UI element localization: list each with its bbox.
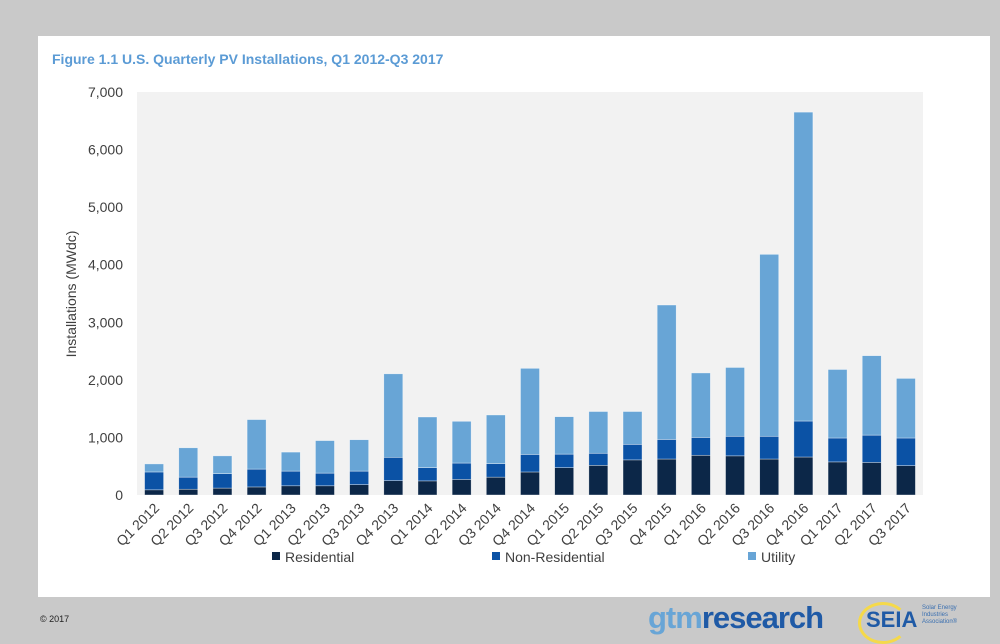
bar-non-residential xyxy=(896,437,916,466)
bar-non-residential xyxy=(725,435,745,457)
bar-utility xyxy=(280,451,301,472)
y-tick-label: 4,000 xyxy=(88,257,123,273)
bar-utility xyxy=(896,378,916,439)
bar-utility xyxy=(486,414,506,464)
bar-residential xyxy=(725,455,745,496)
bar-residential xyxy=(417,480,438,496)
bar-non-residential xyxy=(861,434,882,463)
bar-non-residential xyxy=(656,439,677,460)
bar-utility xyxy=(656,304,677,440)
chart-title: Figure 1.1 U.S. Quarterly PV Installatio… xyxy=(52,51,444,67)
bar-residential xyxy=(212,487,233,496)
bar-residential xyxy=(246,486,267,496)
bar-non-residential xyxy=(554,453,574,468)
seia-logo-subtitle: Solar Energy Industries Association® xyxy=(922,605,958,625)
bar-non-residential xyxy=(417,467,438,482)
legend-label: Non-Residential xyxy=(505,549,605,565)
bar-utility xyxy=(827,369,848,439)
bar-residential xyxy=(349,484,369,496)
bar-non-residential xyxy=(246,468,267,488)
bar-utility xyxy=(793,111,814,422)
bar-residential xyxy=(554,467,574,496)
bar-residential xyxy=(896,465,916,496)
y-tick-label: 3,000 xyxy=(88,314,123,330)
bar-utility xyxy=(178,447,199,478)
bar-residential xyxy=(520,471,540,496)
bar-utility xyxy=(554,416,574,455)
legend-swatch xyxy=(492,552,500,560)
bar-utility xyxy=(144,463,164,473)
y-axis-title: Installations (MWdc) xyxy=(63,231,79,358)
y-tick-label: 6,000 xyxy=(88,142,123,158)
y-tick-label: 2,000 xyxy=(88,372,123,388)
legend-swatch xyxy=(748,552,756,560)
bar-non-residential xyxy=(349,470,369,485)
bar-residential xyxy=(827,461,848,496)
bar-non-residential xyxy=(315,472,335,487)
bar-residential xyxy=(759,458,780,496)
bar-utility xyxy=(349,439,369,472)
legend-swatch xyxy=(272,552,280,560)
bar-utility xyxy=(383,373,404,458)
bar-non-residential xyxy=(520,454,540,473)
bar-residential xyxy=(280,485,301,496)
bar-utility xyxy=(212,455,233,474)
legend-label: Utility xyxy=(761,549,795,565)
bar-utility xyxy=(759,254,780,437)
bar-residential xyxy=(622,459,643,496)
bar-residential xyxy=(691,454,711,496)
bar-utility xyxy=(246,419,267,470)
bar-residential xyxy=(315,485,335,496)
bar-residential xyxy=(178,488,199,496)
bar-residential xyxy=(656,458,677,496)
bar-residential xyxy=(861,462,882,496)
gtm-research-logo: gtmresearch xyxy=(648,600,824,635)
bar-residential xyxy=(588,465,609,496)
seia-logo-ring xyxy=(858,602,908,644)
bar-residential xyxy=(451,479,472,496)
bar-utility xyxy=(725,367,745,437)
bar-utility xyxy=(417,416,438,468)
y-tick-label: 1,000 xyxy=(88,429,123,445)
bar-residential xyxy=(486,476,506,496)
bar-non-residential xyxy=(383,456,404,481)
bar-non-residential xyxy=(793,420,814,458)
y-tick-label: 5,000 xyxy=(88,199,123,215)
bar-utility xyxy=(691,372,711,438)
bar-residential xyxy=(383,480,404,496)
bar-utility xyxy=(315,440,335,474)
bar-residential xyxy=(144,489,164,496)
bar-utility xyxy=(588,411,609,454)
bar-utility xyxy=(520,368,540,455)
y-tick-label: 0 xyxy=(115,487,123,503)
copyright: © 2017 xyxy=(40,614,70,624)
bar-non-residential xyxy=(827,437,848,463)
bar-non-residential xyxy=(451,462,472,480)
bar-utility xyxy=(861,355,882,436)
bar-non-residential xyxy=(486,463,506,478)
bar-non-residential xyxy=(622,444,643,461)
legend-label: Residential xyxy=(285,549,354,565)
bar-non-residential xyxy=(144,471,164,491)
bar-residential xyxy=(793,456,814,496)
bar-non-residential xyxy=(178,476,199,490)
bar-non-residential xyxy=(212,473,233,489)
bar-non-residential xyxy=(691,437,711,456)
bar-non-residential xyxy=(759,435,780,460)
bar-utility xyxy=(451,421,472,464)
bar-non-residential xyxy=(588,452,609,466)
bar-non-residential xyxy=(280,470,301,487)
y-tick-label: 7,000 xyxy=(88,84,123,100)
bar-utility xyxy=(622,411,643,445)
seia-logo: SEIA xyxy=(866,607,918,632)
